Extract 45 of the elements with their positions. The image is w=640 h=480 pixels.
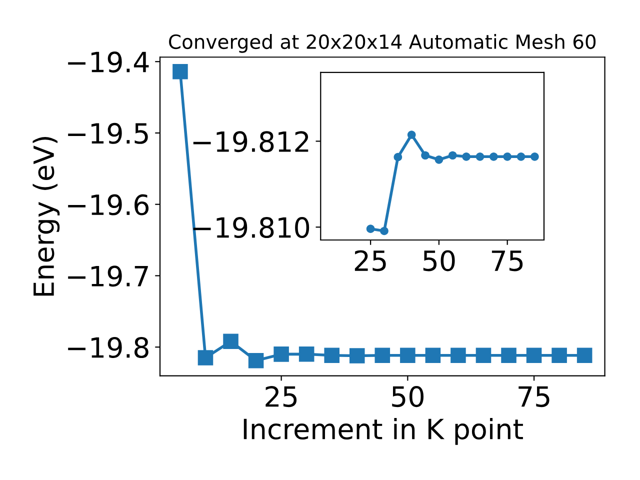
point	[400, 348, 416, 363]
y-tick-label: −19.7	[68, 266, 148, 287]
point	[172, 64, 188, 80]
x-axis-title: Increment in K point	[244, 418, 523, 445]
point	[421, 151, 430, 160]
y-tick-label: −19.8	[68, 337, 148, 358]
point	[450, 348, 466, 364]
y-axis-title: Energy (eV)	[32, 136, 60, 296]
y-tick-label: −19.4	[68, 52, 149, 73]
y-tick-label: −19.812	[193, 131, 308, 152]
y-tick-label: −19.6	[68, 194, 149, 216]
point	[349, 348, 365, 364]
point	[516, 152, 526, 161]
point	[394, 152, 402, 162]
point	[503, 152, 512, 161]
x-tick-label: 50	[392, 386, 424, 408]
x-tick-label: 50	[423, 250, 455, 272]
point	[374, 348, 390, 364]
point	[476, 152, 484, 161]
x-tick-label: 25	[266, 386, 297, 408]
point	[552, 348, 567, 364]
point	[366, 224, 375, 233]
chart-title: Converged at 20x20x14 Automatic Mesh 60	[169, 34, 596, 53]
point	[462, 152, 470, 161]
y-tick-label: −19.5	[68, 122, 148, 144]
point	[198, 350, 214, 366]
point	[526, 348, 542, 364]
point	[407, 130, 416, 139]
point	[324, 348, 340, 364]
x-tick-label: 75	[518, 386, 550, 408]
point	[501, 348, 516, 364]
point	[530, 152, 539, 161]
point	[490, 152, 498, 161]
point	[476, 348, 492, 364]
point	[274, 346, 289, 362]
point	[248, 353, 264, 368]
point	[223, 334, 238, 350]
x-tick-label: 25	[354, 250, 386, 272]
point	[448, 151, 457, 160]
point	[380, 226, 388, 236]
point	[576, 348, 592, 364]
point	[434, 156, 444, 164]
point	[298, 346, 314, 362]
point	[425, 348, 441, 364]
x-tick-label: 75	[492, 250, 523, 272]
